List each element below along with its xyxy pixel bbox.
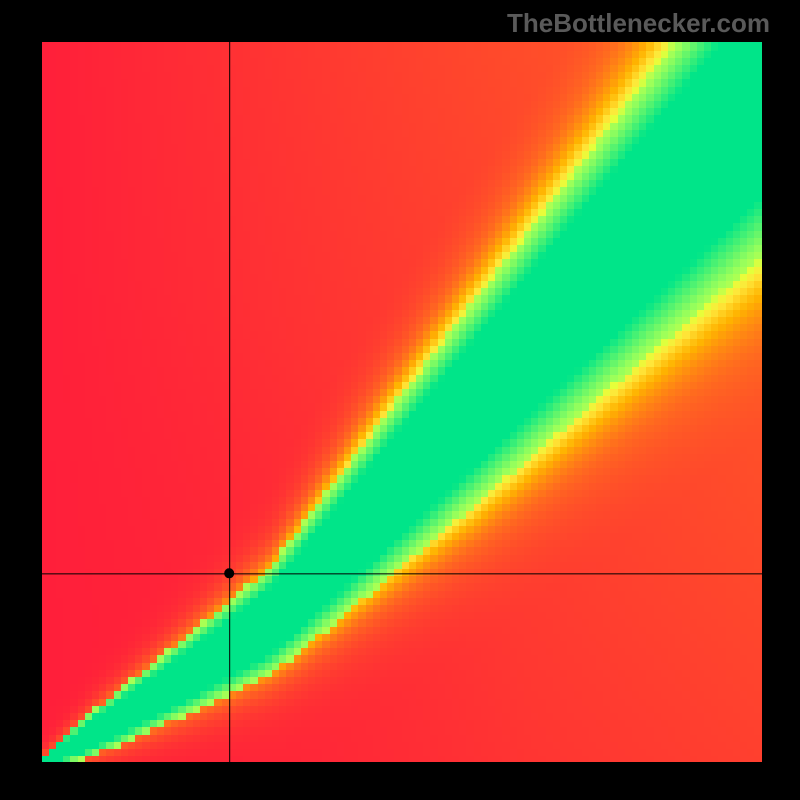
bottleneck-heatmap [42,42,762,762]
watermark-text: TheBottlenecker.com [507,8,770,39]
chart-container: { "watermark": { "text": "TheBottlenecke… [0,0,800,800]
